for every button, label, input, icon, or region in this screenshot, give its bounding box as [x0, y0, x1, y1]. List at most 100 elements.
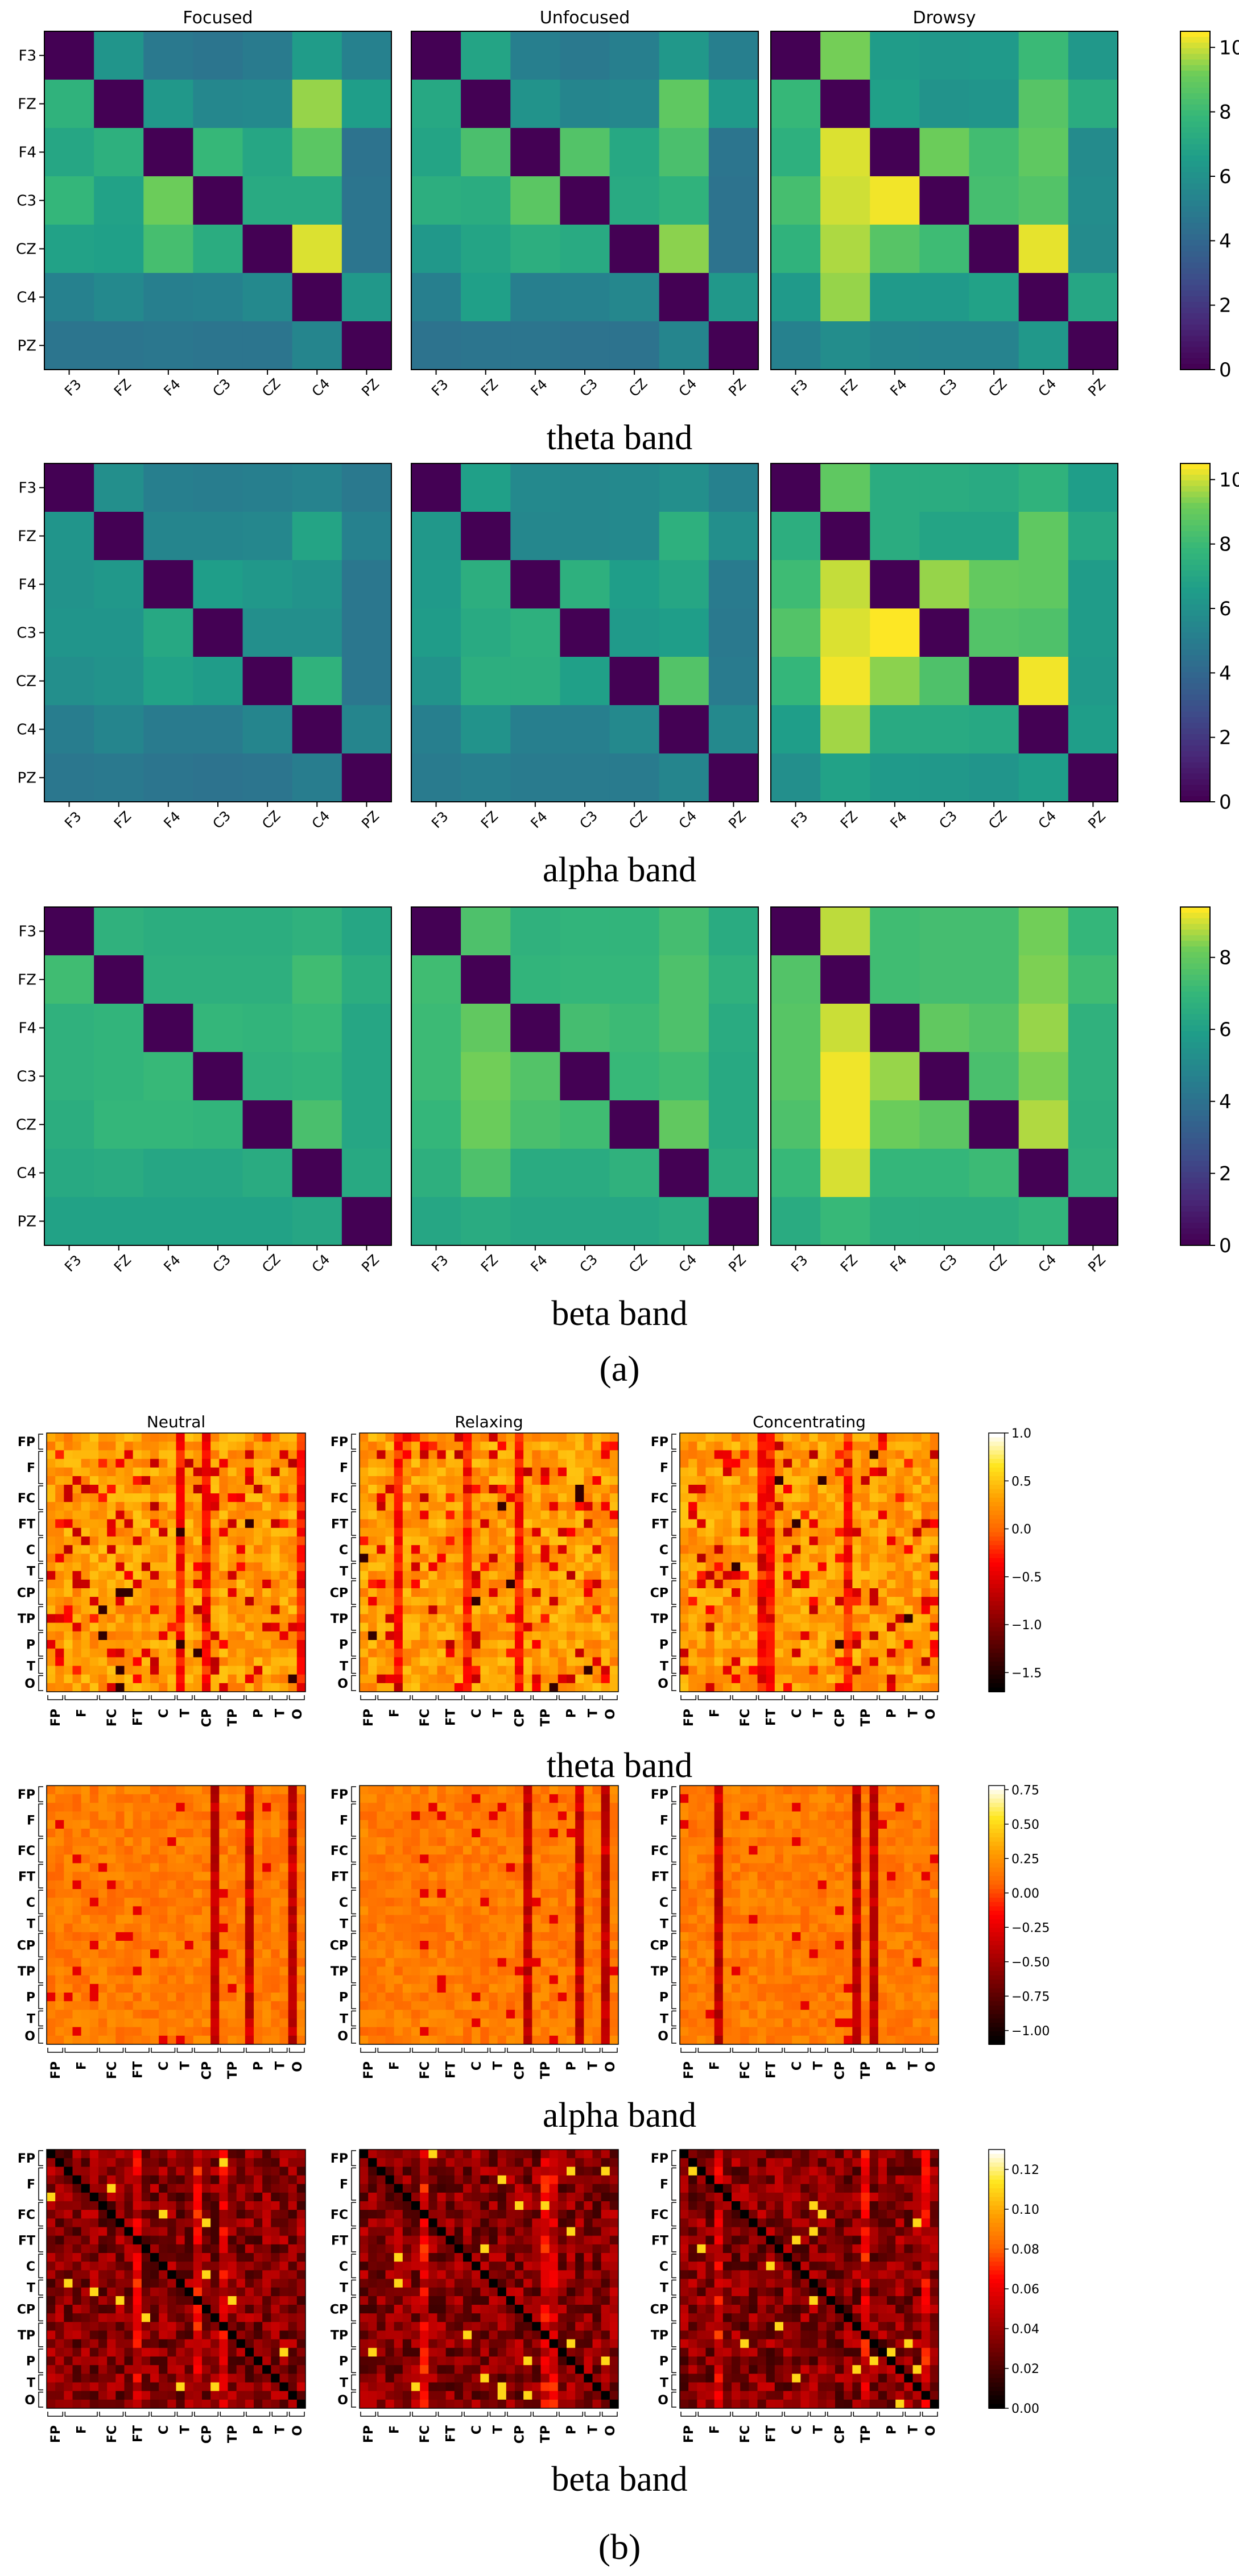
x-tick-label: PZ: [725, 808, 749, 832]
colorbar-segment: [989, 1644, 1005, 1650]
heatmap-cell: [296, 1614, 306, 1624]
heatmap-cell: [288, 1854, 298, 1863]
heatmap-cell: [89, 1614, 99, 1624]
heatmap-cell: [749, 1502, 758, 1511]
heatmap-cell: [919, 560, 970, 609]
heatmap-cell: [107, 2027, 116, 2036]
heatmap-cell: [774, 1485, 784, 1494]
heatmap-cell: [254, 1614, 263, 1624]
heatmap-cell: [271, 1786, 280, 1795]
heatmap-cell: [176, 1993, 185, 2002]
heatmap-cell: [292, 512, 342, 561]
heatmap-cell: [167, 2018, 176, 2028]
heatmap-cell: [193, 1983, 203, 1993]
heatmap-cell: [402, 1562, 412, 1572]
y-tick-label: PZ: [18, 770, 37, 787]
heatmap-cell: [115, 1932, 125, 1941]
heatmap-cell: [360, 1786, 369, 1795]
heatmap-cell: [560, 907, 610, 956]
heatmap-cell: [515, 1579, 524, 1589]
heatmap-cell: [506, 1519, 515, 1529]
heatmap-cell: [81, 1554, 90, 1563]
heatmap-cell: [411, 1786, 420, 1795]
heatmap-cell: [774, 1649, 784, 1658]
heatmap-cell: [242, 955, 293, 1004]
heatmap-cell: [532, 1510, 541, 1520]
y-tick-label: C4: [16, 722, 36, 739]
heatmap-cell: [202, 1983, 211, 1993]
heatmap-cell: [202, 1579, 211, 1589]
heatmap-cell: [688, 1571, 697, 1580]
heatmap-cell: [377, 1597, 386, 1606]
x-tick-label: C3: [577, 1252, 601, 1275]
colorbar-segment: [1180, 1194, 1210, 1201]
heatmap-cell: [463, 1450, 472, 1459]
heatmap-cell: [271, 1631, 280, 1641]
heatmap-cell: [870, 955, 920, 1004]
heatmap-cell: [1018, 80, 1069, 129]
heatmap-cell: [411, 1794, 420, 1803]
heatmap-cell: [150, 1502, 159, 1511]
heatmap-cell: [601, 1622, 610, 1632]
heatmap-cell: [150, 1854, 159, 1863]
heatmap-cell: [532, 1622, 541, 1632]
heatmap-cell: [133, 1562, 142, 1572]
heatmap-cell: [133, 1459, 142, 1468]
heatmap-cell: [817, 1657, 827, 1666]
heatmap-cell: [757, 1674, 767, 1684]
colorbar-segment: [989, 1519, 1005, 1525]
heatmap-cell: [262, 2001, 271, 2010]
heatmap-cell: [732, 1683, 741, 1692]
heatmap-cell: [895, 1467, 905, 1477]
heatmap-cell: [98, 1975, 108, 1985]
heatmap-cell: [279, 1640, 289, 1649]
heatmap-cell: [279, 1467, 289, 1477]
heatmap-cell: [766, 1502, 775, 1511]
heatmap-cell: [193, 1631, 203, 1641]
heatmap-cell: [445, 1502, 455, 1511]
colorbar-segment: [1180, 1144, 1210, 1150]
heatmap-cell: [515, 1519, 524, 1529]
heatmap-cell: [176, 1820, 185, 1829]
heatmap-cell: [210, 1657, 220, 1666]
heatmap-cell: [497, 1631, 507, 1641]
heatmap-cell: [81, 1631, 90, 1641]
heatmap-cell: [176, 1906, 185, 1915]
heatmap-cell: [184, 1889, 194, 1898]
heatmap-cell: [245, 1622, 254, 1632]
heatmap-cell: [861, 1588, 870, 1597]
heatmap-cell: [279, 1666, 289, 1675]
heatmap-cell: [193, 1519, 203, 1529]
heatmap-cell: [254, 1657, 263, 1666]
heatmap-cell: [202, 1459, 211, 1468]
heatmap-cell: [262, 1467, 271, 1477]
heatmap-cell: [64, 1803, 73, 1812]
heatmap-cell: [81, 1527, 90, 1537]
heatmap-cell: [497, 1854, 507, 1863]
heatmap-cell: [236, 1958, 246, 1967]
heatmap-cell: [411, 1614, 420, 1624]
heatmap-cell: [167, 2010, 176, 2019]
heatmap-cell: [64, 1966, 73, 1976]
heatmap-cell: [143, 955, 194, 1004]
heatmap-cell: [184, 1527, 194, 1537]
heatmap-cell: [540, 1820, 550, 1829]
x-group-label: C: [157, 1709, 171, 1718]
heatmap-cell: [826, 1502, 836, 1511]
heatmap-cell: [385, 1828, 395, 1838]
heatmap-cell: [64, 1537, 73, 1546]
heatmap-cell: [560, 463, 610, 512]
heatmap-cell: [368, 1433, 377, 1442]
heatmap-cell: [549, 1510, 559, 1520]
heatmap-cell: [523, 1527, 532, 1537]
y-group-bracket: [351, 1451, 356, 1484]
heatmap-cell: [193, 176, 243, 225]
heatmap-cell: [680, 1562, 689, 1572]
heatmap-cell: [609, 1537, 619, 1546]
heatmap-cell: [930, 1683, 939, 1692]
y-group-label: P: [26, 1991, 35, 2005]
heatmap-cell: [44, 1100, 94, 1149]
heatmap-cell: [219, 1485, 228, 1494]
heatmap-cell: [757, 1649, 767, 1658]
heatmap-cell: [159, 1923, 168, 1933]
